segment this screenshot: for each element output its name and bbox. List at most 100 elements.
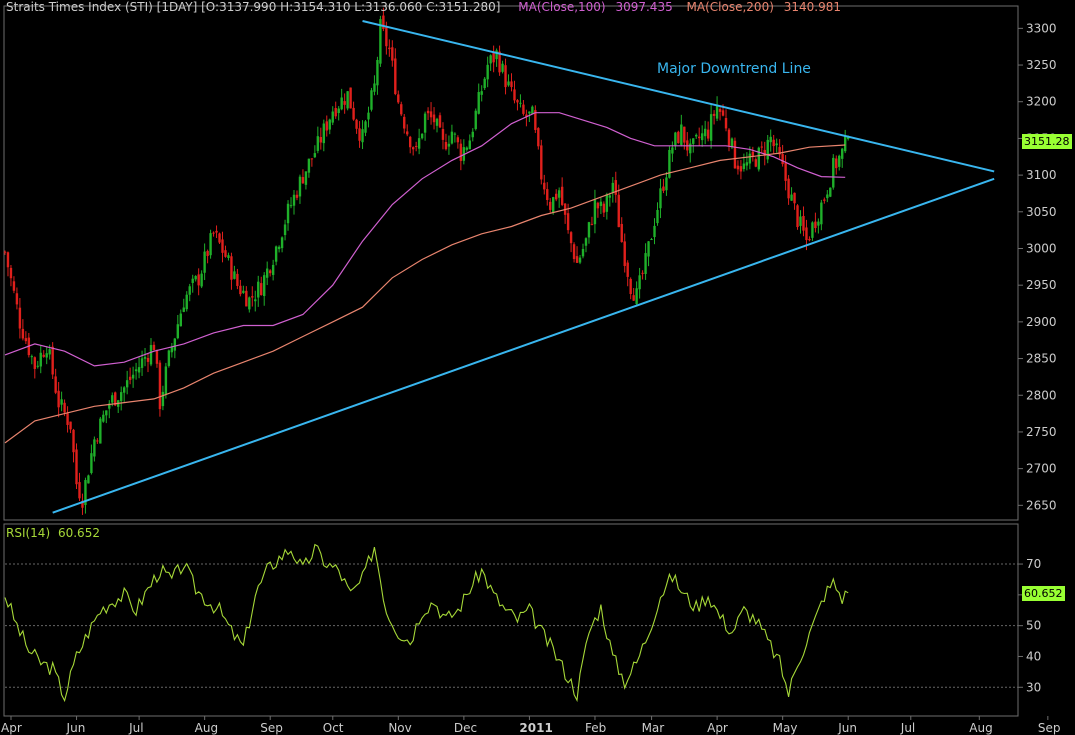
candle-body bbox=[683, 126, 686, 143]
candle-body bbox=[197, 274, 200, 286]
candle-body bbox=[185, 294, 188, 310]
candle-body bbox=[310, 158, 314, 160]
candle-body bbox=[122, 387, 126, 393]
candle-body bbox=[200, 273, 203, 287]
candle-body bbox=[447, 143, 451, 147]
candle-body bbox=[632, 295, 635, 301]
uptrend-line bbox=[52, 177, 995, 514]
time-tick-label: Apr bbox=[1, 721, 22, 735]
price-tick-label: 3200 bbox=[1026, 95, 1057, 109]
candle-body bbox=[170, 347, 174, 353]
candle-body bbox=[474, 110, 477, 130]
rsi-panel-frame bbox=[3, 523, 1019, 717]
candle-body bbox=[620, 223, 623, 242]
candle-body bbox=[751, 151, 755, 157]
rsi-line bbox=[4, 543, 849, 703]
candle-body bbox=[331, 111, 334, 123]
candle-body bbox=[388, 47, 391, 50]
candle-body bbox=[581, 248, 585, 257]
candle-body bbox=[841, 148, 844, 159]
candle-body bbox=[677, 131, 680, 144]
price-tick-label: 2950 bbox=[1026, 278, 1057, 292]
candle-body bbox=[486, 64, 489, 80]
candle-body bbox=[179, 313, 182, 327]
candle-body bbox=[3, 251, 7, 253]
candle-body bbox=[370, 90, 373, 110]
candle-body bbox=[224, 250, 227, 257]
candle-body bbox=[251, 296, 254, 298]
last-price-tag: 3151.28 bbox=[1022, 134, 1072, 149]
candle-body bbox=[450, 131, 454, 144]
time-tick-label: Apr bbox=[707, 721, 728, 735]
candle-body bbox=[343, 101, 346, 105]
candle-body bbox=[495, 50, 498, 60]
candle-body bbox=[280, 237, 284, 249]
rsi-series bbox=[4, 543, 849, 703]
candle-body bbox=[435, 118, 439, 126]
candle-body bbox=[6, 252, 10, 268]
candle-body bbox=[21, 328, 25, 339]
candle-body bbox=[325, 121, 328, 131]
candle-body bbox=[239, 285, 242, 295]
candle-body bbox=[236, 273, 239, 286]
trendlines: Major Downtrend Line bbox=[52, 20, 995, 514]
candle-body bbox=[739, 166, 743, 172]
candle-body bbox=[307, 158, 311, 173]
candle-body bbox=[531, 106, 534, 114]
candle-body bbox=[769, 136, 772, 143]
chart-frames bbox=[3, 5, 1019, 717]
candle-body bbox=[125, 380, 129, 388]
candle-body bbox=[727, 129, 731, 146]
candle-body bbox=[519, 102, 522, 104]
candle-body bbox=[537, 128, 540, 147]
moving-average-lines bbox=[4, 112, 846, 444]
candle-body bbox=[268, 270, 272, 274]
candle-body bbox=[566, 213, 570, 231]
candle-body bbox=[358, 128, 361, 141]
candle-body bbox=[638, 275, 641, 290]
candle-body bbox=[689, 143, 692, 154]
candle-body bbox=[203, 251, 206, 273]
candle-body bbox=[102, 414, 105, 422]
candle-body bbox=[647, 241, 650, 257]
candle-body bbox=[230, 256, 233, 280]
candle-body bbox=[444, 141, 448, 150]
candle-body bbox=[75, 449, 78, 485]
ma100-line bbox=[4, 112, 846, 367]
candle-body bbox=[811, 222, 814, 238]
candle-body bbox=[700, 133, 704, 141]
candle-body bbox=[158, 362, 162, 410]
candle-body bbox=[93, 439, 96, 457]
candle-body bbox=[248, 297, 251, 310]
candle-body bbox=[346, 91, 349, 109]
candle-body bbox=[417, 138, 421, 149]
candle-body bbox=[540, 145, 543, 180]
candle-body bbox=[30, 356, 34, 358]
time-tick-label: Feb bbox=[585, 721, 606, 735]
candle-body bbox=[134, 369, 138, 372]
rsi-tick-label: 50 bbox=[1026, 619, 1041, 633]
candle-body bbox=[617, 194, 620, 228]
candle-body bbox=[602, 203, 606, 213]
candle-body bbox=[525, 114, 528, 117]
candle-body bbox=[501, 63, 504, 72]
candle-body bbox=[295, 194, 299, 198]
candle-body bbox=[745, 162, 749, 166]
candle-body bbox=[257, 281, 260, 298]
candle-body bbox=[245, 290, 248, 307]
candle-body bbox=[209, 233, 212, 256]
candle-body bbox=[543, 182, 546, 190]
candle-body bbox=[286, 203, 290, 224]
candle-body bbox=[322, 123, 325, 144]
time-tick-label: May bbox=[773, 721, 798, 735]
candle-body bbox=[334, 108, 337, 117]
candle-body bbox=[438, 115, 442, 128]
candle-body bbox=[194, 276, 197, 280]
candle-body bbox=[763, 149, 766, 156]
candle-body bbox=[54, 376, 57, 393]
candle-body bbox=[593, 199, 597, 225]
candle-body bbox=[403, 116, 406, 129]
time-tick-label: Sep bbox=[260, 721, 283, 735]
candle-body bbox=[709, 114, 713, 141]
candle-body bbox=[706, 129, 710, 139]
